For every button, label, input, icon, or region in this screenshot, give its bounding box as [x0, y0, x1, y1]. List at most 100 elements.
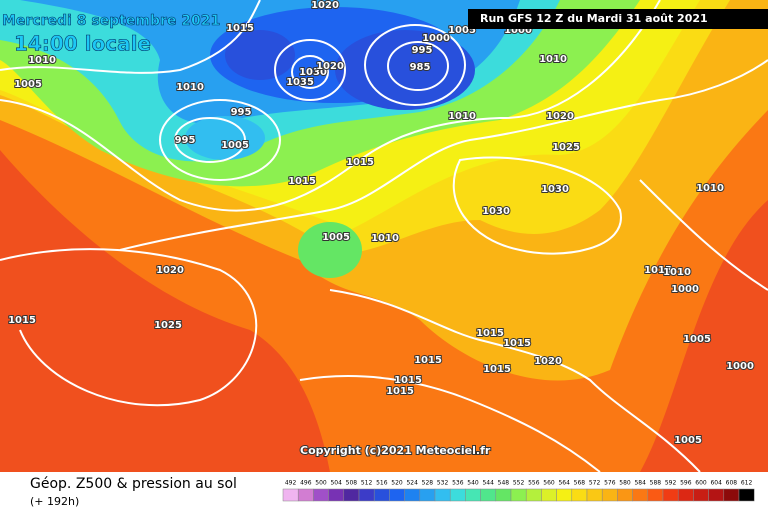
- scale-label: 572: [589, 480, 601, 487]
- isobar-label: 1015: [414, 355, 442, 366]
- scale-label: 612: [741, 480, 753, 487]
- scale-swatch: [495, 488, 512, 502]
- isobar-label: 1005: [221, 140, 249, 151]
- scale-label: 528: [422, 480, 434, 487]
- isobar-label: 1015: [483, 364, 511, 375]
- scale-label: 516: [376, 480, 388, 487]
- forecast-date: Mercredi 8 septembre 2021: [2, 13, 220, 29]
- scale-label: 596: [680, 480, 692, 487]
- scale-swatch: [297, 488, 314, 502]
- scale-label: 556: [528, 480, 540, 487]
- scale-label: 604: [710, 480, 722, 487]
- isobar-label: 1020: [316, 61, 344, 72]
- scale-swatch: [404, 488, 421, 502]
- scale-swatch: [647, 488, 664, 502]
- isobar-label: 1000: [422, 33, 450, 44]
- scale-swatch: [617, 488, 633, 502]
- isobar-label: 1010: [696, 183, 724, 194]
- scale-swatch: [693, 488, 709, 502]
- scale-label: 592: [665, 480, 677, 487]
- isobars: [0, 0, 768, 407]
- isobar-label: 1020: [156, 265, 184, 276]
- scale-label: 500: [315, 480, 327, 487]
- scale-label: 524: [406, 480, 418, 487]
- scale-swatch: [373, 488, 390, 502]
- scale-label: 544: [482, 480, 494, 487]
- scale-label: 580: [619, 480, 631, 487]
- isobar-label: 1020: [534, 356, 562, 367]
- isobar-label: 1025: [552, 142, 580, 153]
- scale-label: 608: [726, 480, 738, 487]
- isobar-label: 1015: [644, 265, 672, 276]
- scale-label: 520: [391, 480, 403, 487]
- scale-swatch: [708, 488, 725, 502]
- scale-label: 540: [467, 480, 479, 487]
- scale-swatch: [343, 488, 360, 502]
- isobar-label: 1030: [299, 67, 327, 78]
- isobar-label: 1015: [476, 328, 504, 339]
- isobar-label: 1000: [726, 361, 754, 372]
- isobar-label: 1015: [503, 338, 531, 349]
- scale-label: 504: [330, 480, 342, 487]
- scale-swatch: [465, 488, 481, 502]
- isobar-label: 985: [410, 62, 431, 73]
- isobar-label: 1005: [674, 435, 702, 446]
- scale-label: 576: [604, 480, 616, 487]
- scale-swatch: [556, 488, 573, 502]
- isobar-label: 1025: [154, 320, 182, 331]
- isobar-label: 995: [412, 45, 433, 56]
- copyright: Copyright (c)2021 Meteociel.fr: [300, 444, 491, 457]
- scale-swatch: [677, 488, 694, 502]
- scale-swatch: [328, 488, 345, 502]
- isobar-label: 1010: [663, 267, 691, 278]
- scale-label: 588: [650, 480, 662, 487]
- scale-swatch: [632, 488, 649, 502]
- scale-swatch: [738, 488, 755, 502]
- scale-label: 496: [300, 480, 312, 487]
- isobar-label: 995: [175, 135, 196, 146]
- isobar-label: 1015: [288, 176, 316, 187]
- scale-label: 568: [574, 480, 586, 487]
- scale-swatch: [389, 488, 405, 502]
- scale-swatch: [434, 488, 451, 502]
- scale-swatch: [586, 488, 603, 502]
- scale-swatch: [313, 488, 329, 502]
- forecast-time: 14:00 locale: [14, 32, 151, 56]
- color-scale: 492 496 500 504 508 512 516 520 524 528 532 536 540 5…: [282, 480, 755, 502]
- isobar-label: 1005: [14, 79, 42, 90]
- scale-swatch: [282, 488, 299, 502]
- isobar-label: 1030: [541, 184, 569, 195]
- isobar-label: 1015: [8, 315, 36, 326]
- scale-label: 532: [437, 480, 449, 487]
- scale-label: 508: [346, 480, 358, 487]
- scale-swatch: [510, 488, 527, 502]
- scale-label: 492: [285, 480, 297, 487]
- isobar-label: 1010: [448, 111, 476, 122]
- scale-swatch: [358, 488, 375, 502]
- isobar-label: 1005: [683, 334, 711, 345]
- run-box: [468, 9, 768, 29]
- scale-swatch: [419, 488, 436, 502]
- scale-label: 512: [361, 480, 373, 487]
- isobar-label: 995: [231, 107, 252, 118]
- scale-swatch: [571, 488, 588, 502]
- isobar-label: 1020: [311, 0, 339, 11]
- isobar-label: 1015: [226, 23, 254, 34]
- isobar-label: 1005: [322, 232, 350, 243]
- scale-swatch: [723, 488, 740, 502]
- scale-swatch: [662, 488, 679, 502]
- isobar-label: 1015: [394, 375, 422, 386]
- scale-label: 564: [558, 480, 570, 487]
- scale-label: 548: [498, 480, 510, 487]
- scale-swatch: [601, 488, 618, 502]
- isobar-label: 1030: [482, 206, 510, 217]
- scale-label: 560: [543, 480, 555, 487]
- scale-label: 600: [695, 480, 707, 487]
- scale-label: 552: [513, 480, 525, 487]
- scale-swatch: [449, 488, 466, 502]
- run-info: Run GFS 12 Z du Mardi 31 août 2021: [480, 12, 708, 25]
- isobar-label: 1020: [546, 111, 574, 122]
- isobar-label: 1010: [176, 82, 204, 93]
